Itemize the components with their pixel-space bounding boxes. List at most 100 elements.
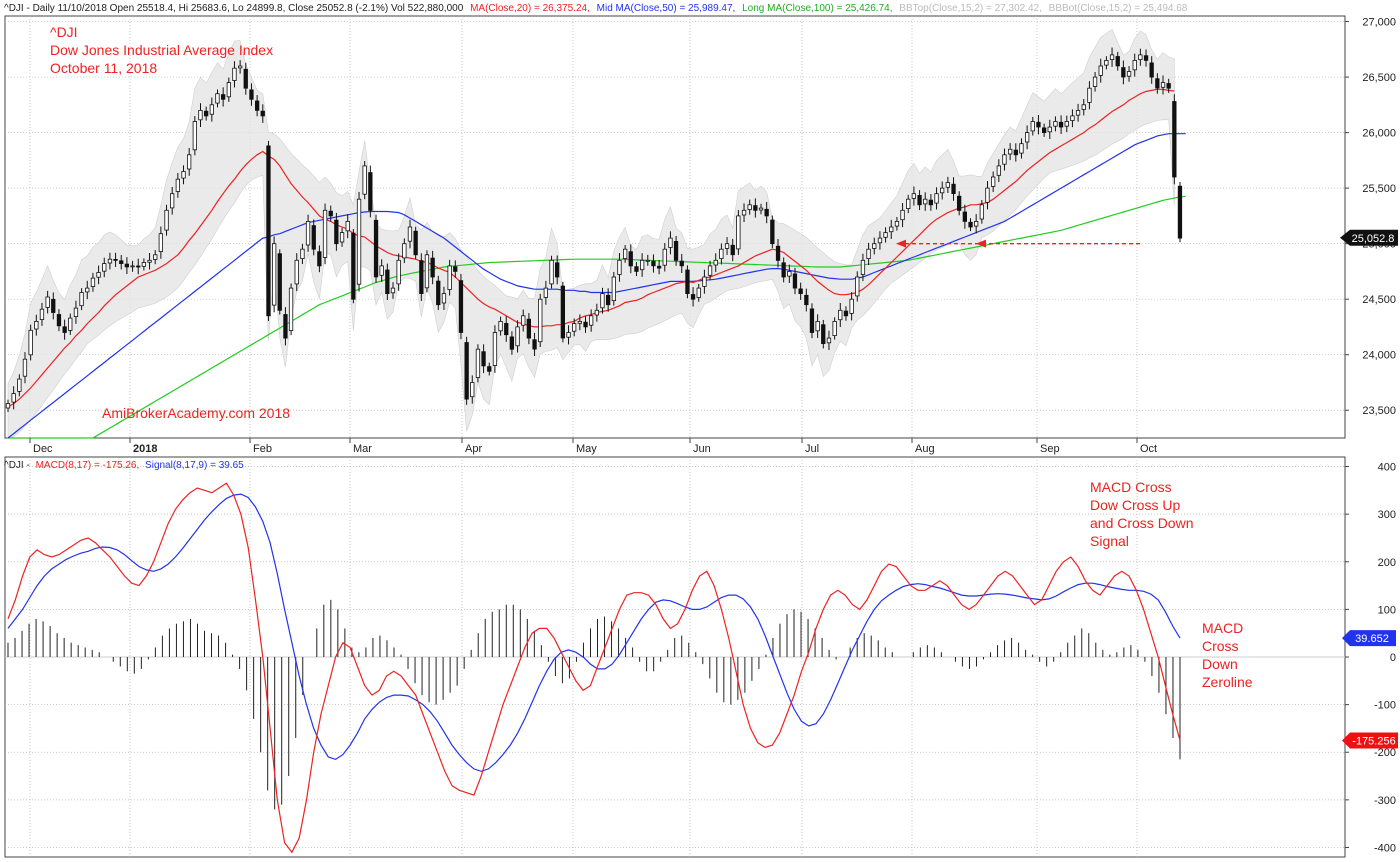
candle-body [1172,101,1177,178]
macd-y-tick-label: 200 [1378,557,1396,569]
candle-body [96,272,101,278]
candle-body [906,198,911,209]
candle-body [266,145,271,317]
candle-body [85,287,90,293]
candle-body [923,198,928,205]
price-panel-header: ^DJI - Daily 11/10/2018 Open 25518.4, Hi… [4,3,1188,14]
candle-body [356,198,362,285]
candle-body [877,237,883,244]
candle-body [1087,87,1092,103]
candle-body [1013,149,1018,156]
candle-body [657,265,662,269]
candle-body [996,165,1001,176]
candle-body [957,195,962,211]
candle-body [487,366,492,372]
candle-body [679,260,684,267]
date-annotation: October 11, 2018 [50,60,157,76]
candle-body [860,259,866,275]
candle-body [985,187,990,203]
candle-body [271,243,277,306]
cross-annotation-line-4: Signal [1090,533,1129,549]
price-x-tick-label: Oct [1140,443,1157,455]
bbbot-legend: BBBot(Close,15,2) = 25,494.68 [1049,3,1188,14]
candle-body [51,298,56,313]
candle-body [424,254,430,289]
candle-body [894,220,900,227]
cross-annotation-line-3: and Cross Down [1090,515,1194,531]
candle-body [781,262,786,278]
candle-body [770,219,775,245]
candle-body [119,260,124,264]
candle-body [1143,55,1149,61]
candle-body [102,263,107,272]
candle-body [288,287,294,332]
signal-value: 39.652 [1355,633,1389,645]
candle-body [668,237,673,248]
candle-body [883,232,888,238]
candle-body [1138,54,1143,61]
candle-body [1008,148,1013,155]
macd-panel: 400 300 200 100 0 -100 -200 -300 -400 ^DJI - MAC… [4,456,1398,858]
candle-body [396,259,401,285]
price-x-tick-label: Jun [693,443,711,455]
candle-body [294,259,299,285]
price-x-tick-label: Apr [465,443,482,455]
candle-body [17,378,22,392]
candle-body [181,171,186,179]
candle-body [628,251,633,267]
candle-body [334,219,339,245]
candle-body [849,298,854,314]
candle-body [226,82,232,98]
candle-body [719,248,724,259]
macd-y-tick-label: -300 [1374,795,1396,807]
candle-body [153,254,158,260]
candle-body [1030,121,1035,132]
price-x-tick-label: Aug [915,443,935,455]
candle-body [311,225,316,250]
macd-y-axis: 400 300 200 100 0 -100 -200 -300 -400 [1345,462,1396,854]
signal-value-tag: 39.652 [1342,630,1396,647]
candle-body [34,320,39,330]
macd-y-tick-label: -400 [1374,842,1396,854]
candle-body [220,94,226,100]
candle-body [1070,115,1075,122]
candle-body [192,121,198,151]
candle-body [707,265,713,276]
candle-body [68,317,73,331]
candle-body [62,326,67,333]
candle-body [158,233,164,252]
candle-body [28,329,33,356]
bollinger-band [7,29,1175,439]
price-x-tick-label: Sep [1040,443,1060,455]
candle-body [407,226,413,242]
candle-body [555,262,560,278]
zero-annotation-line-2: Cross [1202,638,1239,654]
candle-body [792,273,798,289]
candle-body [945,182,950,188]
candle-body [175,178,181,192]
price-header-prefix: ^DJI - Daily 11/10/2018 Open 25518.4, Hi… [4,3,464,14]
candle-body [419,260,424,295]
candle-body [606,294,611,306]
candle-body [951,183,956,194]
candle-body [634,266,639,272]
price-x-axis: Dec 2018 Feb Mar Apr May Jun Jul Aug Sep Oct [29,438,1157,455]
candle-body [11,393,16,403]
macd-line [7,482,1181,854]
ma100-legend: Long MA(Close,100) = 25,426.74, [742,3,892,14]
candle-body [283,314,288,339]
candle-body [1047,126,1052,133]
candle-body [249,89,254,100]
candle-body [5,403,11,409]
macd-y-tick-label: 400 [1378,462,1396,474]
candle-body [1160,82,1166,88]
candle-body [815,320,820,332]
candle-body [147,259,152,263]
price-x-tick-label: Feb [253,443,272,455]
candle-body [328,210,333,217]
candle-body [481,351,486,367]
candle-body [838,309,843,321]
candle-body [1121,67,1126,78]
candle-body [651,260,656,267]
candle-body [79,292,84,307]
